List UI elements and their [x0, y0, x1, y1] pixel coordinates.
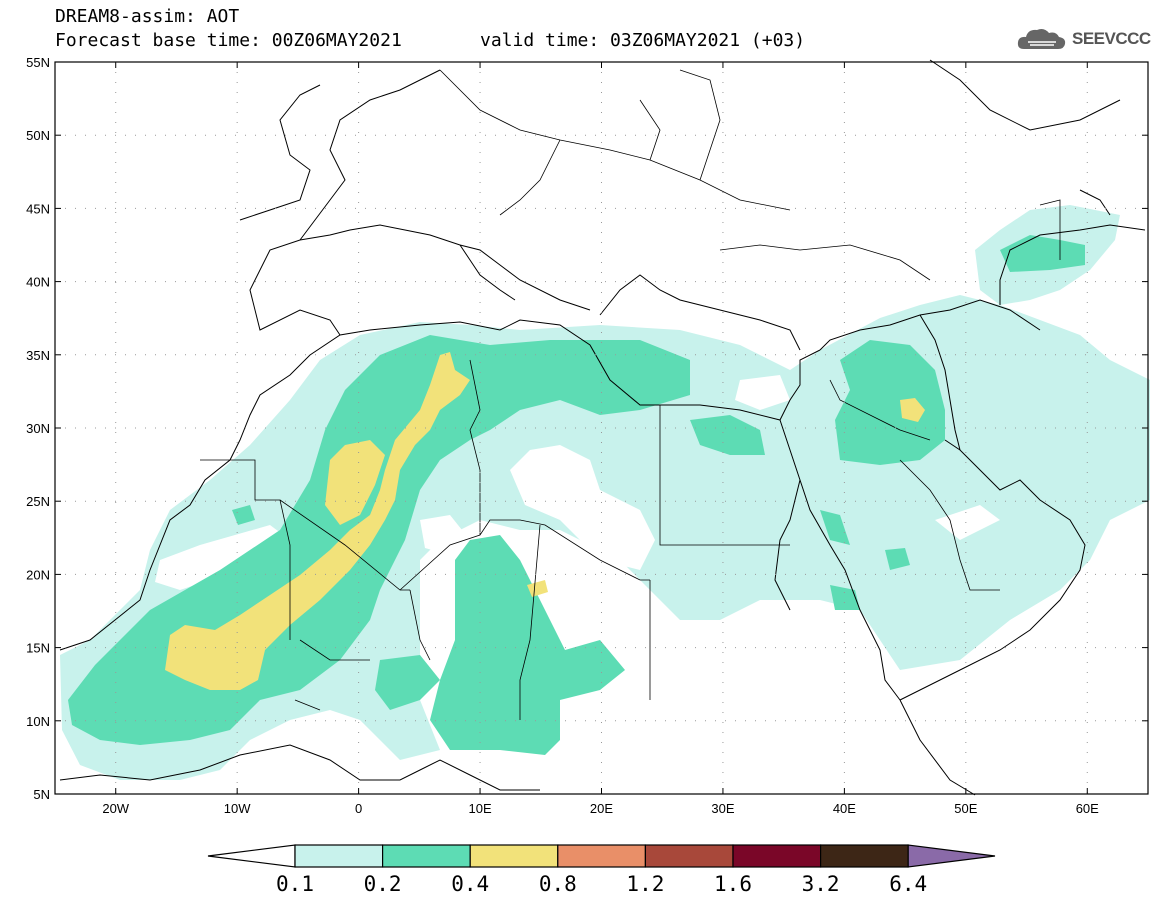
lon-label: 0: [355, 801, 362, 816]
aot-clear-pockets: [155, 375, 1000, 590]
lat-label: 50N: [26, 128, 50, 143]
colorbar-label: 3.2: [801, 872, 840, 896]
colorbar-low-arrow: [207, 844, 296, 868]
colorbar-label: 6.4: [889, 872, 928, 896]
logo-text: SEEVCCC: [1072, 29, 1151, 48]
forecast-base-time: Forecast base time: 00Z06MAY2021: [55, 30, 402, 51]
lat-label: 30N: [26, 421, 50, 436]
lon-label: 30E: [711, 801, 734, 816]
lat-label: 20N: [26, 567, 50, 582]
colorbar-label: 0.2: [363, 872, 402, 896]
colorbar-high-arrow: [907, 844, 996, 868]
lon-label: 20W: [102, 801, 129, 816]
lon-label: 20E: [590, 801, 613, 816]
aot-colorbar: [207, 844, 996, 868]
colorbar-segment: [819, 844, 909, 868]
colorbar-label: 1.6: [714, 872, 752, 896]
lon-label: 10E: [468, 801, 491, 816]
longitude-axis: 20W 10W 0 10E 20E 30E 40E 50E 60E: [102, 62, 1099, 816]
lon-label: 60E: [1076, 801, 1099, 816]
lat-label: 45N: [26, 201, 50, 216]
graticule: [55, 62, 1148, 794]
colorbar-segment: [732, 844, 822, 868]
colorbar-segment: [382, 844, 471, 868]
colorbar-segment: [644, 844, 734, 868]
colorbar-segment: [557, 844, 646, 868]
colorbar-label: 0.8: [538, 872, 577, 896]
lon-label: 50E: [954, 801, 977, 816]
colorbar-label: 1.2: [626, 872, 665, 896]
latitude-axis: 55N 50N 45N 40N 35N 30N 25N 20N 15N 10N 5N: [26, 55, 1148, 802]
lat-label: 55N: [26, 55, 50, 70]
lat-label: 15N: [26, 641, 50, 656]
country-borders: [200, 69, 1061, 720]
lat-label: 10N: [26, 714, 50, 729]
colorbar-segment: [294, 844, 384, 868]
aot-shading-high: [165, 352, 925, 690]
colorbar-segment: [469, 844, 559, 868]
colorbar-label: 0.1: [276, 872, 314, 896]
colorbar-label: 0.4: [451, 872, 490, 896]
lat-label: 35N: [26, 348, 50, 363]
lat-label: 25N: [26, 494, 50, 509]
lon-label: 10W: [224, 801, 251, 816]
map-title: DREAM8-assim: AOT: [55, 6, 240, 27]
seevccc-logo: SEEVCCC: [1016, 24, 1151, 54]
coastlines: [59, 59, 1146, 796]
valid-time: valid time: 03Z06MAY2021 (+03): [480, 30, 806, 51]
cloud-icon: [1017, 29, 1066, 49]
lat-label: 40N: [26, 275, 50, 290]
lon-label: 40E: [833, 801, 856, 816]
lat-label: 5N: [33, 787, 50, 802]
